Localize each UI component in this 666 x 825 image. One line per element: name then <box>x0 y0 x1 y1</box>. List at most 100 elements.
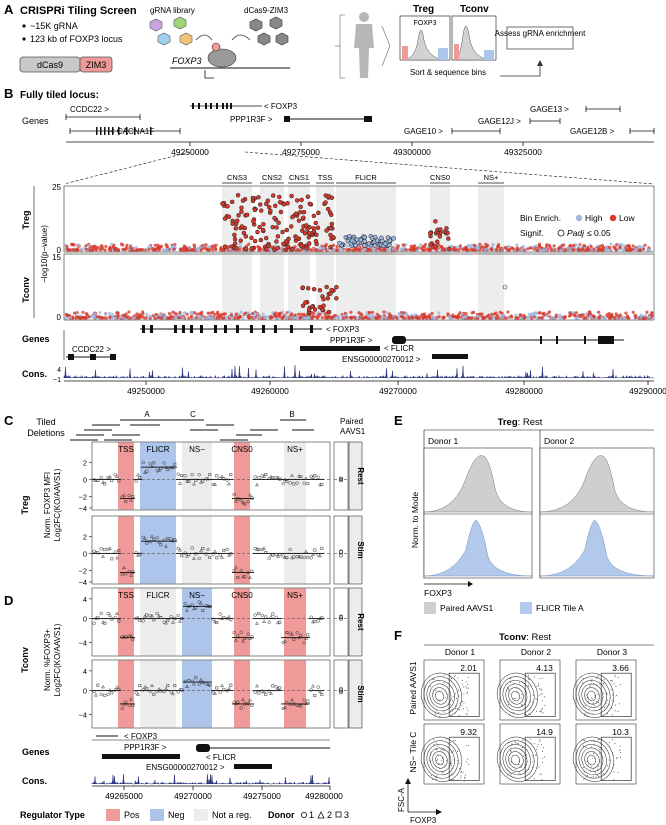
event-dot <box>448 707 450 709</box>
donor-point <box>99 692 103 697</box>
event-dot <box>506 686 508 688</box>
donor-point <box>176 472 180 476</box>
treg-point <box>510 246 514 250</box>
event-dot <box>544 756 546 758</box>
ppp1r3f-exon <box>540 336 542 344</box>
donor-point <box>302 481 306 485</box>
donor-point <box>173 538 177 542</box>
donor-point <box>113 688 117 692</box>
donor-point <box>103 548 107 552</box>
donor-point <box>208 604 212 608</box>
tconv-point <box>595 316 599 320</box>
panel-e: E Treg: Rest Donor 1 Donor 2 Norm. to Mod… <box>394 413 655 614</box>
donor-point <box>169 615 173 619</box>
treg-point <box>182 244 186 248</box>
tconv-point <box>209 311 213 315</box>
event-dot <box>438 763 440 765</box>
event-dot <box>583 779 585 781</box>
donor-point <box>309 688 313 692</box>
event-dot <box>513 711 515 713</box>
tconv-point <box>368 311 372 315</box>
treg-flicr-point <box>362 239 367 244</box>
donor-3-label: 3 <box>344 810 349 820</box>
treg-point <box>210 244 214 248</box>
treg-point <box>169 246 174 250</box>
treg-signif-point <box>313 238 319 244</box>
tconv-point <box>504 316 508 320</box>
treg-title: Treg <box>413 4 434 15</box>
tconv-scatter <box>64 284 654 320</box>
donor-point <box>110 691 114 695</box>
treg-point <box>335 248 340 252</box>
foxp3-gene-label: FOXP3 <box>172 56 202 66</box>
flicr-histogram <box>423 519 533 577</box>
donor-point <box>108 688 112 692</box>
treg-point <box>100 245 104 249</box>
event-dot <box>534 676 536 678</box>
treg-signif-point <box>239 205 244 211</box>
event-dot <box>521 746 523 748</box>
tconv-point <box>643 314 647 318</box>
donor-point <box>150 613 154 618</box>
treg-signif-point <box>263 246 269 252</box>
donor-point <box>243 502 247 506</box>
donor-point <box>124 635 128 639</box>
foxp3-exon <box>205 103 207 109</box>
event-dot <box>434 764 436 766</box>
treg-point <box>88 248 92 252</box>
donor-point <box>194 478 198 482</box>
treg-cns0-point <box>438 227 443 232</box>
foxp3-label: < FOXP3 <box>326 325 360 334</box>
donor-point <box>155 469 159 473</box>
donor-point <box>239 498 243 503</box>
event-dot <box>433 744 435 746</box>
donor-point <box>157 539 161 544</box>
treg-signif-point <box>294 198 300 203</box>
donor-point <box>211 617 215 621</box>
tconv-signif-point <box>305 286 311 291</box>
donor-point <box>136 692 140 696</box>
cons-label: Cons. <box>22 369 47 379</box>
event-dot <box>603 706 605 708</box>
event-dot <box>459 749 461 751</box>
tconv-point <box>151 314 155 318</box>
gate-percentage: 10.3 <box>612 727 629 737</box>
event-dot <box>514 741 516 743</box>
event-dot <box>599 748 601 750</box>
event-dot <box>452 750 454 752</box>
donor-point <box>255 683 259 688</box>
event-dot <box>511 743 513 745</box>
aavs1-point <box>338 688 344 693</box>
donor-point <box>232 630 236 635</box>
tconv-point <box>192 311 197 315</box>
donor-point <box>302 641 306 645</box>
donor-point <box>234 701 238 706</box>
condition-label: Stim <box>356 685 365 702</box>
treg-point <box>622 244 627 248</box>
tconv-point <box>399 315 404 319</box>
tconv-point <box>194 316 198 320</box>
event-dot <box>597 738 599 740</box>
event-dot <box>452 695 454 697</box>
donor-point <box>178 619 182 623</box>
event-dot <box>593 713 595 715</box>
treg-point <box>326 248 330 252</box>
deletions-label: Deletions <box>27 428 65 438</box>
event-dot <box>587 764 589 766</box>
donor-point <box>206 547 210 551</box>
tconv-point <box>547 310 552 314</box>
event-dot <box>435 775 437 777</box>
donor-point <box>264 692 268 696</box>
donor-point <box>262 689 266 694</box>
contour-line <box>429 747 452 772</box>
event-dot <box>529 707 531 709</box>
donor-point <box>124 500 128 504</box>
event-dot <box>598 738 600 740</box>
tconv-point <box>624 311 628 315</box>
donor-point <box>236 634 240 638</box>
event-dot <box>435 769 437 771</box>
donor-point <box>187 679 191 682</box>
event-dot <box>508 758 510 760</box>
event-dot <box>600 699 602 701</box>
event-dot <box>611 707 613 709</box>
